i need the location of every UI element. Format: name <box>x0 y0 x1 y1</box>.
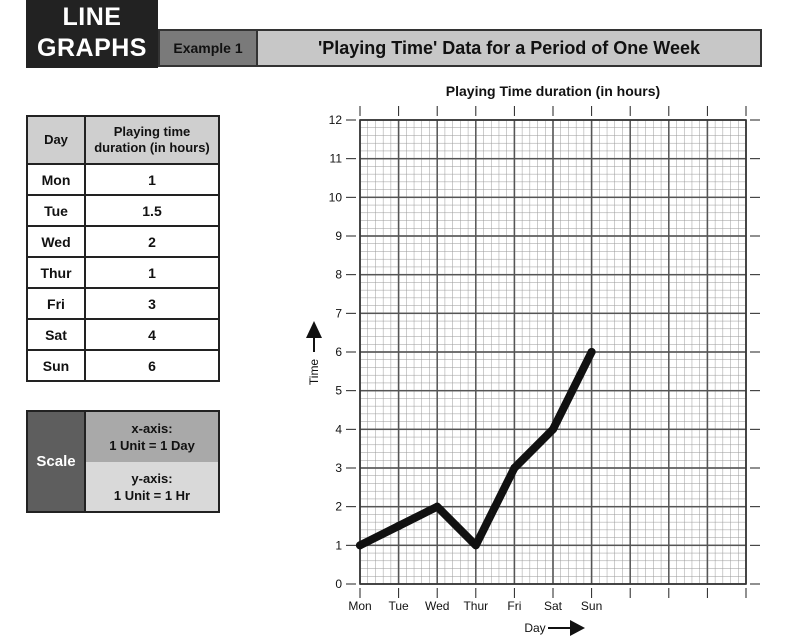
plot-frame <box>359 119 747 585</box>
table-row: Sat 4 <box>26 318 220 351</box>
y-tick-label: 1 <box>335 538 342 552</box>
table-row: Mon 1 <box>26 163 220 196</box>
cell-day: Thur <box>26 256 86 289</box>
y-tick-label: 4 <box>335 422 342 436</box>
y-tick-label: 3 <box>335 461 342 475</box>
cell-day: Sat <box>26 318 86 351</box>
header-day: Day <box>26 115 86 165</box>
x-tick-label: Sat <box>544 599 563 613</box>
table-row: Fri 3 <box>26 287 220 320</box>
y-tick-label: 0 <box>335 577 342 591</box>
scale-box: Scale x-axis: 1 Unit = 1 Day y-axis: 1 U… <box>26 410 220 513</box>
data-point <box>471 541 480 550</box>
table-row: Wed 2 <box>26 225 220 258</box>
y-tick-label: 12 <box>329 113 343 127</box>
data-point <box>587 348 596 356</box>
cell-value: 2 <box>84 225 220 258</box>
scale-y-axis: y-axis: 1 Unit = 1 Hr <box>86 462 218 511</box>
y-axis-label: Time <box>307 359 321 386</box>
cell-day: Fri <box>26 287 86 320</box>
y-tick-label: 8 <box>335 268 342 282</box>
x-tick-label: Thur <box>463 599 488 613</box>
x-tick-label: Fri <box>507 599 521 613</box>
cell-day: Mon <box>26 163 86 196</box>
x-axis-label: Day <box>524 621 545 635</box>
scale-x-value: 1 Unit = 1 Day <box>109 438 195 453</box>
title-line-2: GRAPHS <box>37 34 147 62</box>
header-duration: Playing time duration (in hours) <box>84 115 220 165</box>
table-row: Sun 6 <box>26 349 220 382</box>
scale-label: Scale <box>28 412 86 511</box>
cell-value: 4 <box>84 318 220 351</box>
y-tick-label: 2 <box>335 500 342 514</box>
cell-value: 3 <box>84 287 220 320</box>
x-tick-label: Sun <box>581 599 602 613</box>
page-heading: 'Playing Time' Data for a Period of One … <box>258 29 762 67</box>
scale-y-value: 1 Unit = 1 Hr <box>113 487 191 503</box>
x-axis-arrow-head <box>570 620 585 636</box>
cell-day: Wed <box>26 225 86 258</box>
cell-value: 6 <box>84 349 220 382</box>
x-tick-label: Tue <box>388 599 409 613</box>
chart-title: Playing Time duration (in hours) <box>445 83 661 99</box>
y-tick-label: 9 <box>335 229 342 243</box>
y-axis-arrow-head <box>306 321 322 338</box>
data-point <box>356 541 364 550</box>
cell-value: 1 <box>84 163 220 196</box>
cell-value: 1.5 <box>84 194 220 227</box>
table-row: Thur 1 <box>26 256 220 289</box>
table-row: Tue 1.5 <box>26 194 220 227</box>
title-line-1: LINE <box>62 3 122 31</box>
scale-x-title: x-axis: <box>131 421 173 436</box>
x-tick-label: Wed <box>425 599 449 613</box>
data-point <box>510 464 519 472</box>
data-point <box>433 502 442 511</box>
scale-x-axis: x-axis: 1 Unit = 1 Day <box>86 412 218 464</box>
y-tick-label: 10 <box>329 190 343 204</box>
page-title-block: LINE GRAPHS <box>26 0 158 68</box>
y-tick-label: 5 <box>335 384 342 398</box>
data-point <box>394 522 403 530</box>
table-header-row: Day Playing time duration (in hours) <box>26 115 220 165</box>
cell-value: 1 <box>84 256 220 289</box>
data-table: Day Playing time duration (in hours) Mon… <box>26 115 220 382</box>
y-tick-label: 6 <box>335 345 342 359</box>
cell-day: Tue <box>26 194 86 227</box>
scale-y-title: y-axis: <box>131 470 173 486</box>
y-tick-label: 11 <box>330 152 343 166</box>
example-label: Example 1 <box>158 29 258 67</box>
y-tick-label: 7 <box>335 306 342 320</box>
cell-day: Sun <box>26 349 86 382</box>
data-point <box>549 425 557 434</box>
x-tick-label: Mon <box>348 599 371 613</box>
